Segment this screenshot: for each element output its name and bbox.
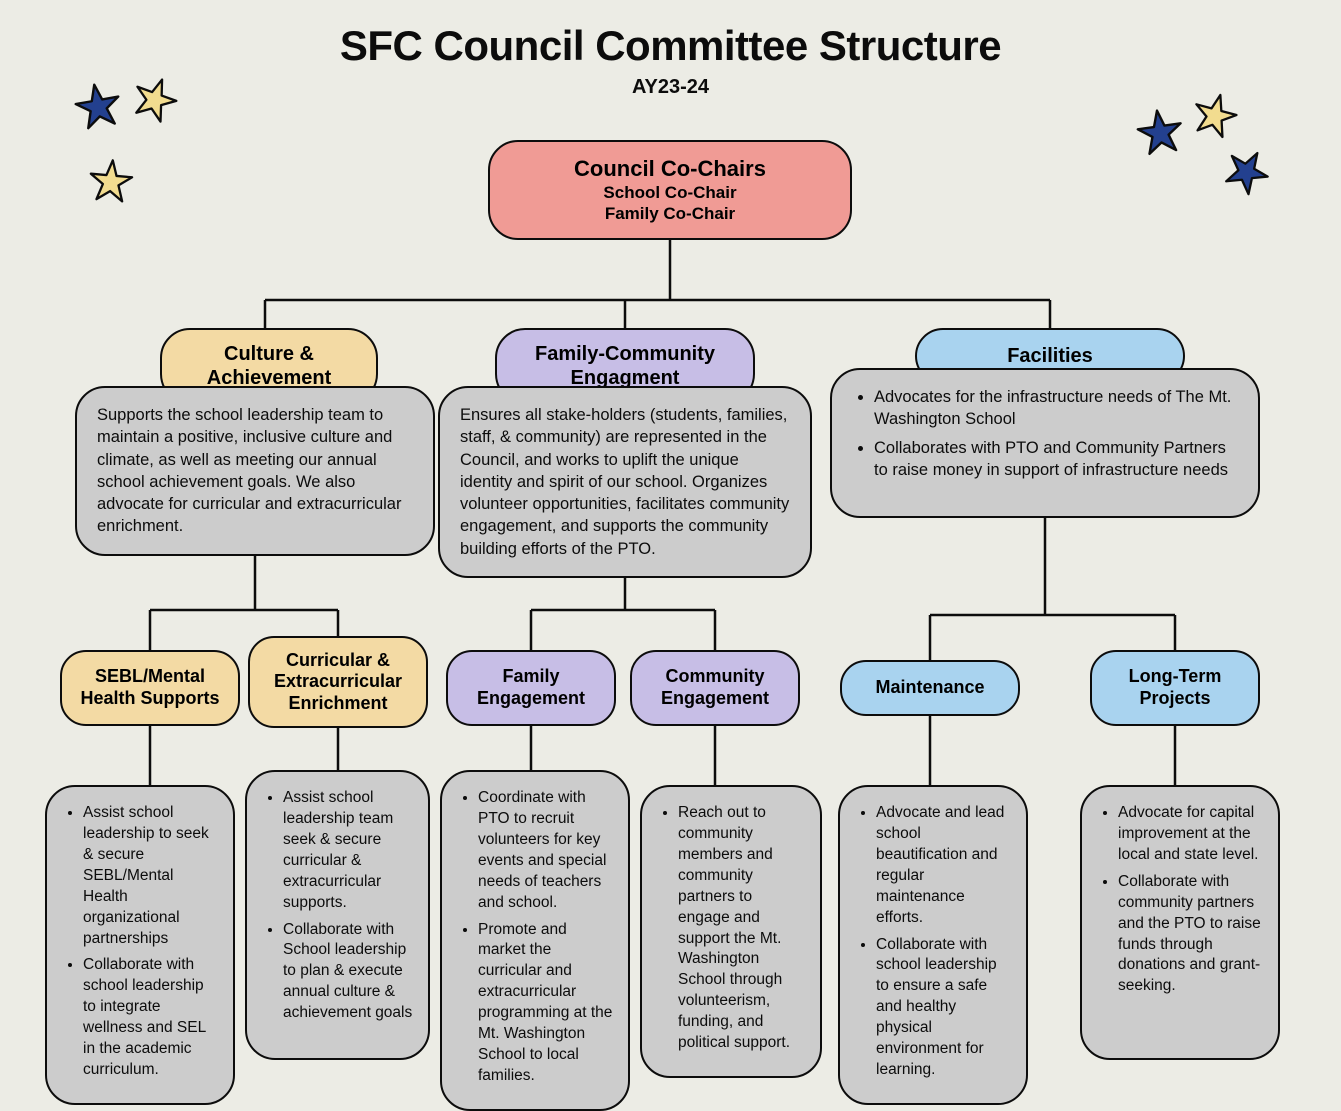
root-line1: School Co-Chair <box>603 182 736 203</box>
node-family-engagement-label: Family Engagement <box>446 650 616 726</box>
bullet-item: Collaborate with community partners and … <box>1118 872 1264 998</box>
root-title: Council Co-Chairs <box>574 156 766 182</box>
bullet-item: Collaborate with school leadership to en… <box>876 935 1012 1081</box>
bullet-item: Assist school leadership to seek & secur… <box>83 803 219 949</box>
star-icon <box>74 82 122 130</box>
bullet-item: Coordinate with PTO to recruit volunteer… <box>478 788 614 914</box>
node-family-desc: Ensures all stake-holders (students, fam… <box>438 386 812 578</box>
node-enrich-label: Curricular & Extracurricular Enrichment <box>248 636 428 728</box>
node-maintenance-label: Maintenance <box>840 660 1020 716</box>
star-icon <box>132 76 178 122</box>
node-root: Council Co-Chairs School Co-Chair Family… <box>488 140 852 240</box>
star-icon <box>1192 92 1238 138</box>
star-icon <box>1136 108 1184 156</box>
node-enrich-desc: Assist school leadership team seek & sec… <box>245 770 430 1060</box>
bullet-item: Promote and market the curricular and ex… <box>478 920 614 1087</box>
root-line2: Family Co-Chair <box>605 203 735 224</box>
node-community-engagement-label: Community Engagement <box>630 650 800 726</box>
fe-label-text: Family Engagement <box>458 666 604 709</box>
bullet-item: Collaborates with PTO and Community Part… <box>874 437 1238 482</box>
maint-label-text: Maintenance <box>875 677 984 699</box>
bullet-item: Reach out to community members and commu… <box>678 803 806 1054</box>
star-icon <box>1224 148 1270 194</box>
node-maint-desc: Advocate and lead school beautification … <box>838 785 1028 1105</box>
family-label-text: Family-Community Engagment <box>511 342 739 390</box>
bullet-item: Advocate for capital improvement at the … <box>1118 803 1264 866</box>
page-title: SFC Council Committee Structure <box>0 0 1341 70</box>
bullet-item: Advocates for the infrastructure needs o… <box>874 386 1238 431</box>
bullet-item: Advocate and lead school beautification … <box>876 803 1012 929</box>
enrich-label-text: Curricular & Extracurricular Enrichment <box>260 650 416 715</box>
bullet-item: Assist school leadership team seek & sec… <box>283 788 414 914</box>
facilities-desc-list: Advocates for the infrastructure needs o… <box>852 386 1238 481</box>
culture-label-text: Culture & Achievement <box>176 342 362 390</box>
node-culture-desc: Supports the school leadership team to m… <box>75 386 435 556</box>
ce-label-text: Community Engagement <box>642 666 788 709</box>
node-ce-desc: Reach out to community members and commu… <box>640 785 822 1078</box>
page-subtitle: AY23-24 <box>0 76 1341 99</box>
facilities-label-text: Facilities <box>1007 344 1093 368</box>
culture-desc-text: Supports the school leadership team to m… <box>97 406 401 535</box>
node-sebl-label: SEBL/Mental Health Supports <box>60 650 240 726</box>
node-facilities-desc: Advocates for the infrastructure needs o… <box>830 368 1260 518</box>
node-longterm-label: Long-Term Projects <box>1090 650 1260 726</box>
sebl-label-text: SEBL/Mental Health Supports <box>72 666 228 709</box>
bullet-item: Collaborate with school leadership to in… <box>83 955 219 1081</box>
family-desc-text: Ensures all stake-holders (students, fam… <box>460 406 789 558</box>
node-lt-desc: Advocate for capital improvement at the … <box>1080 785 1280 1060</box>
star-icon <box>88 158 134 204</box>
node-sebl-desc: Assist school leadership to seek & secur… <box>45 785 235 1105</box>
node-fe-desc: Coordinate with PTO to recruit volunteer… <box>440 770 630 1111</box>
lt-label-text: Long-Term Projects <box>1102 666 1248 709</box>
bullet-item: Collaborate with School leadership to pl… <box>283 920 414 1025</box>
